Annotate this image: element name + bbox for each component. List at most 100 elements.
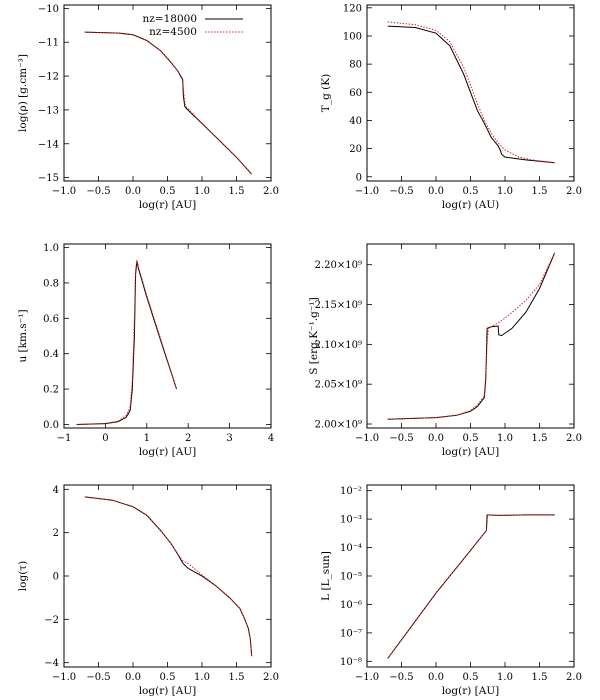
panel-optical-depth: −1.0 −0.5 0.0 0.5 1.0 1.5 2.0 −4 −2 0 2 4 log(r) [AU… [17, 484, 279, 697]
series-line-2 [84, 496, 253, 657]
x-tick-label: 1.5 [532, 186, 548, 197]
y-tick-label: 2.15×10⁹ [315, 300, 362, 311]
x-tick-label: −0.5 [389, 672, 413, 683]
y-axis-label: T_g (K) [320, 74, 332, 112]
x-tick-label: −1.0 [52, 672, 76, 683]
y-tick-label: −11 [38, 38, 59, 49]
x-tick-label: 2.0 [263, 186, 279, 197]
x-tick-label: 1.5 [532, 433, 548, 444]
y-tick-label: 10⁻² [340, 486, 362, 497]
x-tick-label: 0.0 [428, 433, 444, 444]
x-axis-label: log(r) [AU] [139, 685, 197, 697]
x-tick-label: −1.0 [52, 186, 76, 197]
legend-label-1: nz=18000 [143, 13, 198, 25]
y-axis-label: log(ρ) [g.cm⁻³] [17, 54, 29, 132]
x-tick-label: 1.5 [229, 672, 245, 683]
x-tick-label: 1.0 [194, 672, 210, 683]
series-line-1 [76, 261, 178, 425]
series-line-2 [84, 31, 253, 175]
plot-frame [366, 243, 575, 429]
y-tick-label: −2 [44, 615, 59, 626]
x-tick-label: 3 [226, 433, 232, 444]
x-axis-label: log(r) (AU) [442, 199, 500, 211]
x-tick-label: 0.5 [160, 672, 176, 683]
x-tick-label: 1.0 [497, 186, 513, 197]
legend: nz=18000 nz=4500 [143, 13, 243, 38]
x-tick-label: 0 [102, 433, 108, 444]
y-tick-label: 0.2 [43, 385, 59, 396]
x-tick-label: 0.0 [125, 186, 141, 197]
x-tick-label: 0.5 [160, 186, 176, 197]
y-tick-label: 2.05×10⁹ [315, 380, 362, 391]
x-axis-label: log(r) [AU] [442, 685, 500, 697]
y-tick-label: 10⁻⁸ [340, 657, 362, 668]
x-tick-label: −0.5 [389, 433, 413, 444]
series-line-1 [84, 31, 253, 175]
y-tick-label: 0 [356, 172, 362, 183]
x-tick-label: 1.0 [497, 672, 513, 683]
y-tick-label: −13 [38, 105, 59, 116]
x-tick-label: −0.5 [86, 186, 110, 197]
y-axis-label: log(τ) [17, 561, 29, 591]
panel-density: −1.0 −0.5 0.0 0.5 1.0 1.5 2.0 −15 −14 −13 −12 −11 −1… [17, 4, 279, 211]
x-tick-label: 0.5 [463, 672, 479, 683]
y-tick-label: 0 [53, 572, 59, 583]
y-axis-label: S [erg.K⁻¹.g⁻¹] [308, 297, 320, 374]
x-tick-label: −1.0 [355, 672, 379, 683]
y-tick-label: 2 [53, 528, 59, 539]
x-tick-label: 1.5 [532, 672, 548, 683]
y-tick-label: 2.10×10⁹ [315, 340, 362, 351]
y-tick-label: 0.4 [43, 349, 59, 360]
x-tick-label: 1 [144, 433, 150, 444]
y-tick-label: 10⁻⁵ [340, 572, 362, 583]
series-line-1 [84, 496, 253, 657]
y-tick-label: 2.00×10⁹ [315, 420, 362, 431]
x-tick-label: 1.0 [497, 433, 513, 444]
x-tick-label: 0.5 [463, 433, 479, 444]
x-tick-label: 0.5 [463, 186, 479, 197]
panel-velocity: −1 0 1 2 3 4 0.0 0.2 0.4 0.6 0.8 1.0 log(r) [AU] u [k… [17, 243, 274, 458]
y-tick-label: 120 [343, 3, 362, 14]
y-tick-label: −14 [38, 139, 59, 150]
series-line-2 [387, 21, 555, 164]
x-tick-label: 0.0 [125, 672, 141, 683]
x-axis-label: log(r) [AU] [139, 199, 197, 211]
x-tick-label: 2.0 [566, 433, 582, 444]
y-axis-label: u [km.s⁻¹] [17, 309, 29, 362]
y-tick-label: 4 [53, 485, 59, 496]
x-tick-label: 2.0 [566, 186, 582, 197]
x-tick-label: −0.5 [86, 672, 110, 683]
panel-temperature: −1.0 −0.5 0.0 0.5 1.0 1.5 2.0 0 20 40 60 80 100 120 lo… [320, 3, 582, 211]
x-tick-label: 2.0 [263, 672, 279, 683]
series-line-2 [76, 259, 178, 425]
x-axis-label: log(r) [AU] [139, 446, 197, 458]
y-tick-label: −15 [38, 173, 59, 184]
y-tick-label: 2.20×10⁹ [315, 260, 362, 271]
series-line-1 [387, 514, 555, 659]
series-line-1 [387, 25, 555, 164]
x-tick-label: 1.5 [229, 186, 245, 197]
x-tick-label: 4 [268, 433, 274, 444]
x-tick-label: 1.0 [194, 186, 210, 197]
plot-frame [366, 484, 575, 668]
y-tick-label: 1.0 [43, 243, 59, 254]
x-tick-label: −1.0 [355, 186, 379, 197]
y-tick-label: 10⁻⁷ [340, 628, 362, 639]
y-tick-label: 10⁻⁴ [340, 543, 362, 554]
x-tick-label: −1 [57, 433, 72, 444]
x-tick-label: 2.0 [566, 672, 582, 683]
legend-label-2: nz=4500 [149, 26, 197, 38]
x-tick-label: 0.0 [428, 186, 444, 197]
y-tick-label: 40 [349, 116, 362, 127]
y-tick-label: 0.6 [43, 314, 59, 325]
plot-frame [63, 243, 272, 429]
x-tick-label: 0.0 [428, 672, 444, 683]
x-axis-label: log(r) [AU] [442, 446, 500, 458]
y-axis-label: L [L_sun] [320, 551, 332, 601]
x-tick-label: −1.0 [355, 433, 379, 444]
panel-entropy: −1.0 −0.5 0.0 0.5 1.0 1.5 2.0 2.00×10⁹ 2.05×10⁹ 2… [308, 243, 582, 458]
y-tick-label: 0.0 [43, 420, 59, 431]
y-tick-label: −4 [44, 658, 59, 669]
y-tick-label: −10 [38, 4, 59, 15]
